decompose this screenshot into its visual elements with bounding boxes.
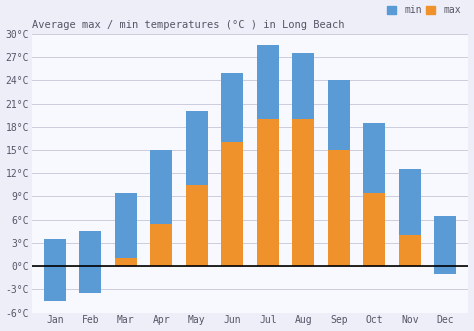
Bar bbox=[292, 53, 314, 119]
Bar bbox=[186, 111, 208, 266]
Bar bbox=[328, 80, 350, 266]
Bar bbox=[186, 111, 208, 185]
Bar bbox=[292, 53, 314, 266]
Bar bbox=[150, 150, 173, 224]
Bar bbox=[44, 239, 66, 266]
Bar bbox=[257, 45, 279, 119]
Bar bbox=[364, 123, 385, 266]
Bar bbox=[328, 80, 350, 150]
Bar bbox=[221, 72, 243, 266]
Bar bbox=[434, 216, 456, 274]
Legend: min, max: min, max bbox=[383, 2, 464, 18]
Bar bbox=[115, 193, 137, 266]
Text: Average max / min temperatures (°C ) in Long Beach: Average max / min temperatures (°C ) in … bbox=[32, 20, 344, 30]
Bar bbox=[115, 193, 137, 259]
Bar bbox=[399, 169, 421, 266]
Bar bbox=[364, 123, 385, 193]
Bar bbox=[80, 231, 101, 266]
Bar bbox=[150, 150, 173, 266]
Bar bbox=[434, 216, 456, 266]
Bar bbox=[44, 239, 66, 301]
Bar bbox=[257, 45, 279, 266]
Bar bbox=[221, 72, 243, 142]
Bar bbox=[80, 231, 101, 293]
Bar bbox=[399, 169, 421, 235]
